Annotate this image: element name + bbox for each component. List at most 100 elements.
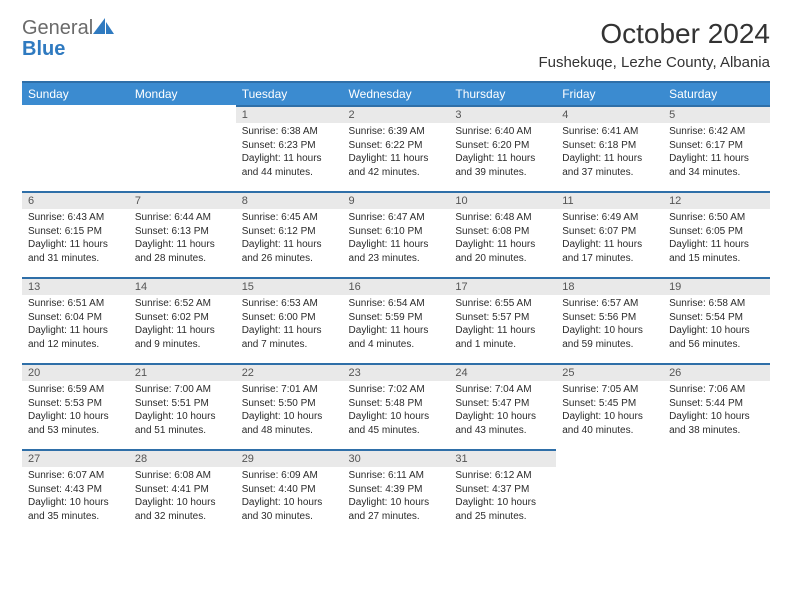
day-body: Sunrise: 7:00 AMSunset: 5:51 PMDaylight:… bbox=[129, 381, 236, 441]
day-body: Sunrise: 6:08 AMSunset: 4:41 PMDaylight:… bbox=[129, 467, 236, 527]
daylight-line: Daylight: 11 hours and 7 minutes. bbox=[242, 324, 337, 351]
sunset-line: Sunset: 6:00 PM bbox=[242, 311, 337, 325]
daylight-line: Daylight: 11 hours and 15 minutes. bbox=[669, 238, 764, 265]
calendar-cell: 21Sunrise: 7:00 AMSunset: 5:51 PMDayligh… bbox=[129, 363, 236, 449]
daylight-line: Daylight: 11 hours and 26 minutes. bbox=[242, 238, 337, 265]
day-number: 16 bbox=[343, 277, 450, 295]
daylight-line: Daylight: 10 hours and 40 minutes. bbox=[562, 410, 657, 437]
day-number: 19 bbox=[663, 277, 770, 295]
calendar-cell: 8Sunrise: 6:45 AMSunset: 6:12 PMDaylight… bbox=[236, 191, 343, 277]
day-body: Sunrise: 6:38 AMSunset: 6:23 PMDaylight:… bbox=[236, 123, 343, 183]
sunset-line: Sunset: 6:13 PM bbox=[135, 225, 230, 239]
daylight-line: Daylight: 10 hours and 30 minutes. bbox=[242, 496, 337, 523]
calendar-cell: 18Sunrise: 6:57 AMSunset: 5:56 PMDayligh… bbox=[556, 277, 663, 363]
sunset-line: Sunset: 6:10 PM bbox=[349, 225, 444, 239]
sunrise-line: Sunrise: 6:39 AM bbox=[349, 125, 444, 139]
weekday-row: SundayMondayTuesdayWednesdayThursdayFrid… bbox=[22, 82, 770, 105]
day-body: Sunrise: 6:09 AMSunset: 4:40 PMDaylight:… bbox=[236, 467, 343, 527]
sunrise-line: Sunrise: 6:45 AM bbox=[242, 211, 337, 225]
daylight-line: Daylight: 10 hours and 38 minutes. bbox=[669, 410, 764, 437]
day-body: Sunrise: 7:05 AMSunset: 5:45 PMDaylight:… bbox=[556, 381, 663, 441]
calendar-cell: 12Sunrise: 6:50 AMSunset: 6:05 PMDayligh… bbox=[663, 191, 770, 277]
sunrise-line: Sunrise: 7:00 AM bbox=[135, 383, 230, 397]
day-number: 6 bbox=[22, 191, 129, 209]
day-body: Sunrise: 6:54 AMSunset: 5:59 PMDaylight:… bbox=[343, 295, 450, 355]
sunrise-line: Sunrise: 6:49 AM bbox=[562, 211, 657, 225]
sunset-line: Sunset: 5:51 PM bbox=[135, 397, 230, 411]
day-body: Sunrise: 7:01 AMSunset: 5:50 PMDaylight:… bbox=[236, 381, 343, 441]
sunrise-line: Sunrise: 6:58 AM bbox=[669, 297, 764, 311]
weekday-header: Saturday bbox=[663, 82, 770, 105]
sunrise-line: Sunrise: 7:04 AM bbox=[455, 383, 550, 397]
weekday-header: Monday bbox=[129, 82, 236, 105]
day-number: 3 bbox=[449, 105, 556, 123]
calendar-body: ..1Sunrise: 6:38 AMSunset: 6:23 PMDaylig… bbox=[22, 105, 770, 535]
calendar-cell: 13Sunrise: 6:51 AMSunset: 6:04 PMDayligh… bbox=[22, 277, 129, 363]
calendar-week: ..1Sunrise: 6:38 AMSunset: 6:23 PMDaylig… bbox=[22, 105, 770, 191]
weekday-header: Friday bbox=[556, 82, 663, 105]
daylight-line: Daylight: 10 hours and 45 minutes. bbox=[349, 410, 444, 437]
day-number: 13 bbox=[22, 277, 129, 295]
day-number: 29 bbox=[236, 449, 343, 467]
logo-text-general: General bbox=[22, 17, 93, 39]
weekday-header: Thursday bbox=[449, 82, 556, 105]
sunset-line: Sunset: 5:53 PM bbox=[28, 397, 123, 411]
day-body: Sunrise: 7:02 AMSunset: 5:48 PMDaylight:… bbox=[343, 381, 450, 441]
sunset-line: Sunset: 6:15 PM bbox=[28, 225, 123, 239]
day-number: 22 bbox=[236, 363, 343, 381]
sunrise-line: Sunrise: 6:43 AM bbox=[28, 211, 123, 225]
day-body: Sunrise: 6:39 AMSunset: 6:22 PMDaylight:… bbox=[343, 123, 450, 183]
day-body: Sunrise: 6:50 AMSunset: 6:05 PMDaylight:… bbox=[663, 209, 770, 269]
sunrise-line: Sunrise: 6:07 AM bbox=[28, 469, 123, 483]
day-number: 12 bbox=[663, 191, 770, 209]
daylight-line: Daylight: 10 hours and 56 minutes. bbox=[669, 324, 764, 351]
day-number: 28 bbox=[129, 449, 236, 467]
day-body: Sunrise: 6:53 AMSunset: 6:00 PMDaylight:… bbox=[236, 295, 343, 355]
daylight-line: Daylight: 10 hours and 35 minutes. bbox=[28, 496, 123, 523]
day-number: 11 bbox=[556, 191, 663, 209]
calendar-cell: 5Sunrise: 6:42 AMSunset: 6:17 PMDaylight… bbox=[663, 105, 770, 191]
calendar-cell: . bbox=[663, 449, 770, 535]
calendar-cell: 28Sunrise: 6:08 AMSunset: 4:41 PMDayligh… bbox=[129, 449, 236, 535]
weekday-header: Tuesday bbox=[236, 82, 343, 105]
month-title: October 2024 bbox=[538, 18, 770, 50]
sunrise-line: Sunrise: 6:55 AM bbox=[455, 297, 550, 311]
calendar-cell: 7Sunrise: 6:44 AMSunset: 6:13 PMDaylight… bbox=[129, 191, 236, 277]
sunset-line: Sunset: 5:56 PM bbox=[562, 311, 657, 325]
sunset-line: Sunset: 6:23 PM bbox=[242, 139, 337, 153]
day-number: 1 bbox=[236, 105, 343, 123]
day-body: Sunrise: 6:45 AMSunset: 6:12 PMDaylight:… bbox=[236, 209, 343, 269]
day-number: 31 bbox=[449, 449, 556, 467]
sail-icon bbox=[93, 18, 115, 34]
calendar-cell: 31Sunrise: 6:12 AMSunset: 4:37 PMDayligh… bbox=[449, 449, 556, 535]
day-body: Sunrise: 6:49 AMSunset: 6:07 PMDaylight:… bbox=[556, 209, 663, 269]
sunset-line: Sunset: 6:20 PM bbox=[455, 139, 550, 153]
calendar-cell: 26Sunrise: 7:06 AMSunset: 5:44 PMDayligh… bbox=[663, 363, 770, 449]
daylight-line: Daylight: 10 hours and 48 minutes. bbox=[242, 410, 337, 437]
calendar-cell: 15Sunrise: 6:53 AMSunset: 6:00 PMDayligh… bbox=[236, 277, 343, 363]
day-body: Sunrise: 7:06 AMSunset: 5:44 PMDaylight:… bbox=[663, 381, 770, 441]
daylight-line: Daylight: 11 hours and 39 minutes. bbox=[455, 152, 550, 179]
calendar-cell: 17Sunrise: 6:55 AMSunset: 5:57 PMDayligh… bbox=[449, 277, 556, 363]
day-number: 5 bbox=[663, 105, 770, 123]
calendar-cell: 14Sunrise: 6:52 AMSunset: 6:02 PMDayligh… bbox=[129, 277, 236, 363]
calendar-week: 6 Sunrise: 6:43 AMSunset: 6:15 PM Daylight… bbox=[22, 191, 770, 277]
sunrise-line: Sunrise: 6:53 AM bbox=[242, 297, 337, 311]
daylight-line: Daylight: 11 hours and 37 minutes. bbox=[562, 152, 657, 179]
daylight-line: Daylight: 11 hours and 23 minutes. bbox=[349, 238, 444, 265]
calendar-week: 20Sunrise: 6:59 AMSunset: 5:53 PMDayligh… bbox=[22, 363, 770, 449]
calendar-table: SundayMondayTuesdayWednesdayThursdayFrid… bbox=[22, 81, 770, 535]
calendar-cell: 22Sunrise: 7:01 AMSunset: 5:50 PMDayligh… bbox=[236, 363, 343, 449]
calendar-cell: 3 Sunrise: 6:40 AMSunset: 6:20 PMDaylight… bbox=[449, 105, 556, 191]
sunrise-line: Sunrise: 6:50 AM bbox=[669, 211, 764, 225]
day-number: 21 bbox=[129, 363, 236, 381]
sunset-line: Sunset: 5:45 PM bbox=[562, 397, 657, 411]
sunrise-line: Sunrise: 6:52 AM bbox=[135, 297, 230, 311]
sunrise-line: Sunrise: 6:40 AM bbox=[455, 125, 550, 139]
daylight-line: Daylight: 10 hours and 32 minutes. bbox=[135, 496, 230, 523]
day-body: Sunrise: 6:55 AMSunset: 5:57 PMDaylight:… bbox=[449, 295, 556, 355]
sunrise-line: Sunrise: 7:06 AM bbox=[669, 383, 764, 397]
day-number: 23 bbox=[343, 363, 450, 381]
day-number: 15 bbox=[236, 277, 343, 295]
day-body: Sunrise: 6:47 AMSunset: 6:10 PMDaylight:… bbox=[343, 209, 450, 269]
